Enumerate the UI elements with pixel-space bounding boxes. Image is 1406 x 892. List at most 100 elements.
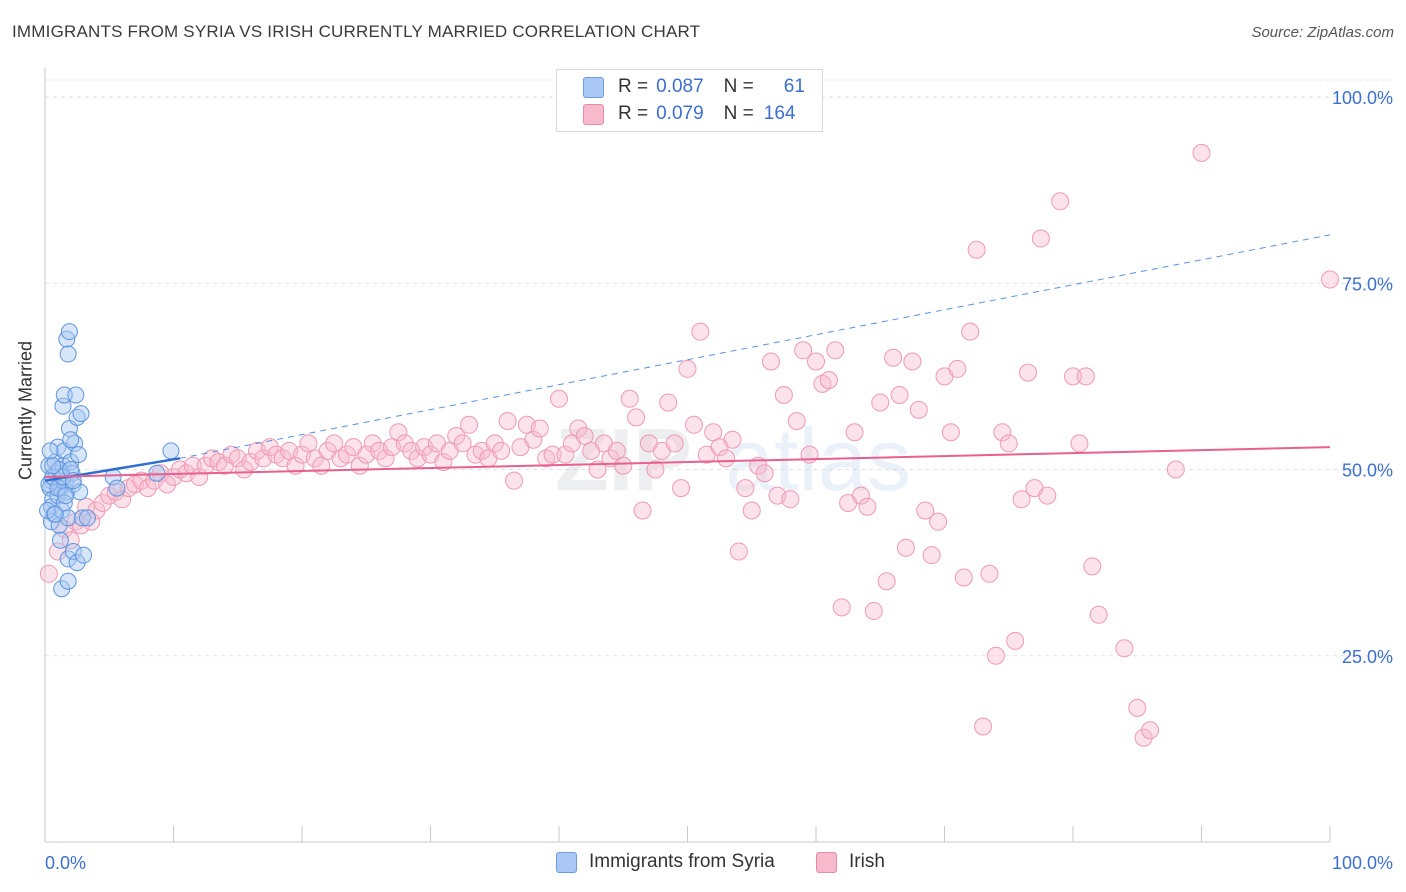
legend-label-syria: Immigrants from Syria <box>589 851 775 872</box>
point-irish <box>1051 192 1070 211</box>
point-irish <box>1089 605 1108 624</box>
point-irish <box>453 434 472 453</box>
point-irish <box>1012 490 1031 509</box>
point-irish <box>961 322 980 341</box>
point-syria <box>39 501 57 519</box>
point-irish <box>1192 143 1211 162</box>
point-irish <box>1321 270 1339 289</box>
point-irish <box>556 445 575 464</box>
point-irish <box>974 717 993 736</box>
point-irish <box>113 490 132 509</box>
point-irish <box>1141 721 1160 740</box>
point-irish <box>434 453 453 472</box>
point-irish <box>832 598 851 617</box>
x-tick-label-left: 0.0% <box>45 853 86 873</box>
legend-r-value: 0.079 <box>656 103 704 124</box>
point-syria <box>62 431 80 449</box>
point-irish <box>1166 460 1185 479</box>
syria-points <box>39 323 180 598</box>
point-syria <box>148 464 166 482</box>
point-irish <box>492 441 511 460</box>
legend-swatch-irish <box>583 103 604 125</box>
point-irish <box>620 389 639 408</box>
point-irish <box>980 564 999 583</box>
grid-lines <box>45 79 1392 657</box>
point-irish <box>260 438 279 457</box>
point-irish <box>864 602 883 621</box>
point-syria <box>55 386 73 404</box>
legend-item-irish[interactable]: Irish <box>816 851 885 873</box>
point-irish <box>363 434 382 453</box>
point-irish <box>954 568 973 587</box>
point-syria <box>75 546 93 564</box>
trend-syria-extension <box>179 234 1331 459</box>
point-irish <box>787 412 806 431</box>
point-irish <box>337 445 356 464</box>
point-irish <box>845 423 864 442</box>
point-irish <box>851 486 870 505</box>
point-irish <box>922 546 941 565</box>
point-syria <box>59 345 77 363</box>
point-irish <box>633 501 652 520</box>
irish-points <box>39 143 1339 747</box>
point-syria <box>46 505 64 523</box>
point-irish <box>138 479 157 498</box>
point-irish <box>627 408 646 427</box>
point-irish <box>235 460 254 479</box>
correlation-legend: R = 0.087 N = 61 R = 0.079 N = 164 <box>556 69 823 132</box>
point-irish <box>678 359 697 378</box>
point-syria <box>41 442 59 460</box>
point-irish <box>884 348 903 367</box>
point-irish <box>575 426 594 445</box>
y-tick-label: 50.0% <box>1342 461 1393 481</box>
x-tick-label-right: 100.0% <box>1332 853 1393 873</box>
point-irish <box>447 426 466 445</box>
point-irish <box>1038 486 1057 505</box>
point-irish <box>524 430 543 449</box>
point-syria <box>162 442 180 460</box>
chart-title: IMMIGRANTS FROM SYRIA VS IRISH CURRENTLY… <box>12 22 701 41</box>
point-syria <box>69 446 87 464</box>
point-syria <box>59 509 77 527</box>
y-tick-label: 100.0% <box>1332 88 1393 108</box>
point-syria <box>108 479 126 497</box>
point-irish <box>286 456 305 475</box>
point-irish <box>916 501 935 520</box>
point-irish <box>890 386 909 404</box>
legend-item-syria[interactable]: Immigrants from Syria <box>556 851 775 873</box>
legend-n-label: N = <box>723 76 754 97</box>
point-irish <box>967 240 986 259</box>
point-syria <box>72 405 90 423</box>
point-irish <box>659 393 678 412</box>
point-irish <box>395 434 414 453</box>
legend-r-label: R = <box>618 76 649 97</box>
point-irish <box>704 423 723 442</box>
point-syria <box>51 531 69 549</box>
point-irish <box>569 419 588 438</box>
point-irish <box>794 341 813 360</box>
point-irish <box>736 479 755 498</box>
point-irish <box>999 434 1018 453</box>
trend-lines <box>44 234 1331 482</box>
point-irish <box>665 434 684 453</box>
point-syria <box>44 457 62 475</box>
point-irish <box>774 386 793 404</box>
point-irish <box>93 494 112 513</box>
point-irish <box>1019 363 1038 382</box>
series-legend: Immigrants from Syria Irish <box>0 851 1406 877</box>
point-irish <box>614 456 633 475</box>
legend-r-label: R = <box>618 103 649 124</box>
point-irish <box>858 497 877 516</box>
point-irish <box>684 415 703 434</box>
point-irish <box>132 471 151 490</box>
point-irish <box>460 415 479 434</box>
point-syria <box>64 542 82 560</box>
point-irish <box>550 389 568 408</box>
point-syria <box>59 572 77 590</box>
point-irish <box>871 393 890 412</box>
point-irish <box>723 430 742 449</box>
point-irish <box>807 352 825 371</box>
point-irish <box>717 449 736 468</box>
point-irish <box>485 434 504 453</box>
point-irish <box>498 412 517 431</box>
